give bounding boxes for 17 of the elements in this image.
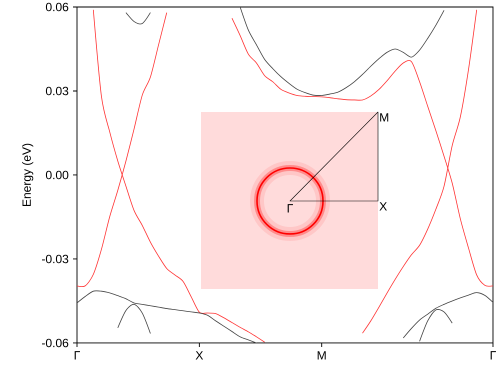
y-tick-label: -0.06 <box>42 338 68 348</box>
line-series <box>402 292 493 338</box>
y-tick-label: 0.00 <box>46 170 68 180</box>
annotation: Γ <box>288 204 293 212</box>
y-tick-label: 0.06 <box>46 2 68 12</box>
line-series <box>117 304 151 334</box>
y-tick-label: -0.03 <box>42 254 68 264</box>
y-axis-title: Energy (eV) <box>22 144 34 206</box>
line-series <box>240 6 444 96</box>
x-tick-label: X <box>196 351 204 360</box>
y-tick-label: 0.03 <box>46 86 68 96</box>
x-tick-label: M <box>318 351 326 360</box>
x-tick-label: Γ <box>490 351 496 360</box>
x-tick-label: Γ <box>74 351 80 360</box>
line-series <box>77 290 257 343</box>
annotation: M <box>380 113 388 122</box>
annotation: X <box>379 202 387 210</box>
